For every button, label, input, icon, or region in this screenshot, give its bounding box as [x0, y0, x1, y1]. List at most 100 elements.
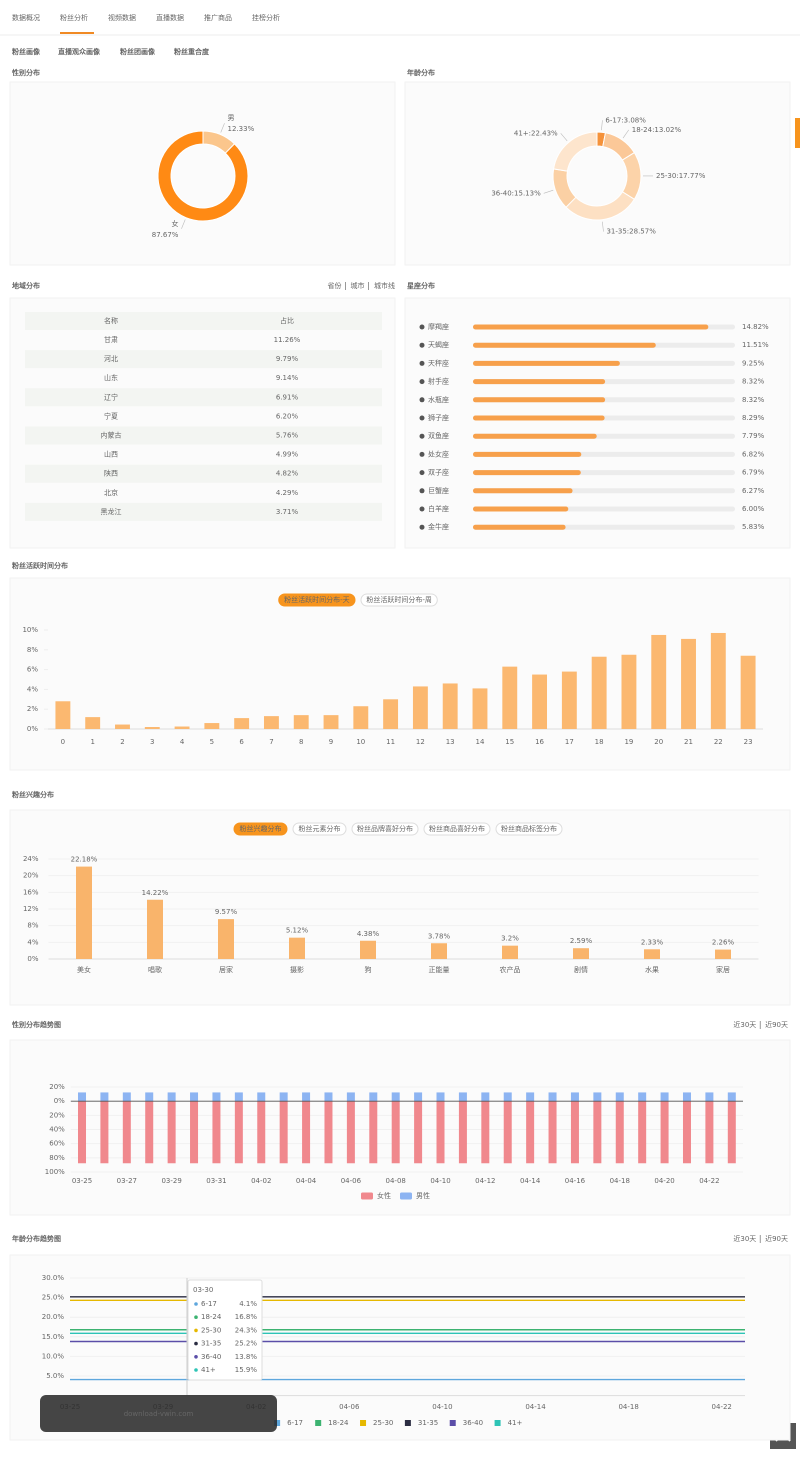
x-tick-label: 04-18 [618, 1403, 638, 1411]
y-tick-label: 0% [27, 725, 38, 733]
x-tick-label: 10 [356, 738, 365, 746]
nav-tab[interactable]: 视频数据 [108, 13, 136, 22]
tab-button[interactable] [233, 822, 288, 836]
y-tick-label: 100% [45, 1168, 65, 1176]
x-tick-label: 1 [90, 738, 94, 746]
zodiac-icon [419, 324, 425, 330]
table-row-bg [25, 388, 382, 407]
value-label: 2.26% [712, 939, 735, 947]
bar [360, 940, 376, 959]
tab-button-label[interactable]: 粉丝商品标签分布 [501, 824, 557, 833]
tooltip-dot [194, 1315, 198, 1319]
bar [570, 1092, 579, 1102]
tab-button[interactable] [495, 822, 563, 836]
x-tick-label: 14 [476, 738, 485, 746]
bar [644, 949, 660, 959]
x-tick-label: 9 [329, 738, 333, 746]
legend-label: 18-24 [328, 1419, 349, 1427]
bar [302, 1101, 311, 1164]
x-tick-label: 3 [150, 738, 154, 746]
zodiac-icon [419, 506, 425, 512]
tab-button[interactable] [423, 822, 491, 836]
legend-label: 男性 [416, 1191, 430, 1200]
bar [593, 1101, 602, 1164]
bar [436, 1092, 445, 1102]
legend-label: 36-40 [463, 1419, 483, 1427]
donut-value-label: 41+:22.43% [514, 129, 558, 137]
table-cell: 内蒙古 [101, 431, 122, 440]
tab-button-label[interactable]: 粉丝品牌喜好分布 [357, 824, 413, 833]
value-label: 6.82% [742, 450, 765, 458]
y-tick-label: 2% [27, 705, 38, 713]
x-tick-label: 5 [210, 738, 214, 746]
section-title: 粉丝兴趣分布 [12, 790, 54, 799]
subnav-tab[interactable]: 粉丝重合度 [174, 47, 210, 56]
bar [682, 1092, 691, 1102]
donut-segment [157, 130, 249, 222]
zodiac-name: 白羊座 [428, 504, 449, 513]
tab-button-label[interactable]: 粉丝商品喜好分布 [429, 824, 485, 833]
x-tick-label: 17 [565, 738, 574, 746]
value-label: 3.78% [428, 932, 451, 940]
toggle-option[interactable]: 城市线 [374, 281, 395, 290]
bar [503, 1092, 512, 1102]
y-tick-label: 30.0% [42, 1274, 65, 1282]
bar [710, 632, 726, 729]
bar [458, 1101, 467, 1164]
bar [481, 1101, 490, 1164]
toggle-option[interactable]: 近30天 [733, 1020, 756, 1029]
tab-button[interactable] [360, 593, 438, 607]
bar [323, 715, 339, 729]
y-tick-label: 12% [23, 905, 39, 913]
donut-segment [552, 131, 598, 172]
bar [55, 701, 71, 729]
donut-category: 女 [171, 219, 178, 228]
nav-tab[interactable]: 挂榜分析 [252, 13, 280, 22]
x-tick-label: 水果 [645, 965, 659, 974]
y-tick-label: 4% [27, 938, 38, 946]
bar [234, 1101, 243, 1164]
bar [526, 1092, 535, 1102]
x-tick-label: 13 [446, 738, 455, 746]
value-label: 5.12% [286, 927, 309, 935]
x-tick-label: 22 [714, 738, 723, 746]
bar [324, 1101, 333, 1164]
tooltip-name: 31-35 [201, 1340, 221, 1348]
table-header: 占比 [280, 316, 294, 325]
tab-button[interactable] [278, 593, 356, 607]
tab-button-label[interactable]: 粉丝兴趣分布 [240, 824, 282, 833]
tab-button-label[interactable]: 粉丝元素分布 [299, 824, 341, 833]
toggle-option[interactable]: 近90天 [765, 1234, 788, 1243]
nav-tab[interactable]: 推广商品 [204, 13, 232, 22]
bar [218, 919, 234, 959]
tab-button-label[interactable]: 粉丝活跃时间分布-天 [284, 595, 350, 604]
y-tick-label: 0% [27, 955, 38, 963]
bar [458, 1092, 467, 1102]
legend-label: 25-30 [373, 1419, 393, 1427]
donut-value-label: 87.67% [152, 231, 179, 239]
toggle-option[interactable]: 城市 [351, 281, 365, 290]
tab-button[interactable] [351, 822, 419, 836]
zodiac-icon [419, 342, 425, 348]
nav-tab[interactable]: 粉丝分析 [60, 13, 88, 22]
bar [212, 1101, 221, 1164]
side-tab[interactable] [795, 118, 800, 148]
section-title: 地域分布 [12, 281, 40, 290]
y-tick-label: 4% [27, 685, 38, 693]
toggle-option[interactable]: 省份 [328, 281, 342, 290]
y-tick-label: 40% [49, 1126, 65, 1134]
subnav-tab[interactable]: 粉丝画像 [12, 47, 41, 56]
nav-tab[interactable]: 数据概况 [12, 13, 40, 22]
y-tick-label: 10.0% [42, 1352, 65, 1360]
nav-tab[interactable]: 直播数据 [156, 13, 184, 22]
legend-swatch [361, 1192, 373, 1200]
bar [651, 634, 667, 729]
tab-button-label[interactable]: 粉丝活跃时间分布-周 [366, 595, 432, 604]
subnav-tab[interactable]: 直播观众画像 [58, 47, 101, 56]
bar [548, 1101, 557, 1164]
toggle-option[interactable]: 近90天 [765, 1020, 788, 1029]
tab-button[interactable] [292, 822, 347, 836]
toggle-option[interactable]: 近30天 [733, 1234, 756, 1243]
subnav-tab[interactable]: 粉丝团画像 [120, 47, 156, 56]
section-title: 粉丝活跃时间分布 [12, 561, 68, 570]
